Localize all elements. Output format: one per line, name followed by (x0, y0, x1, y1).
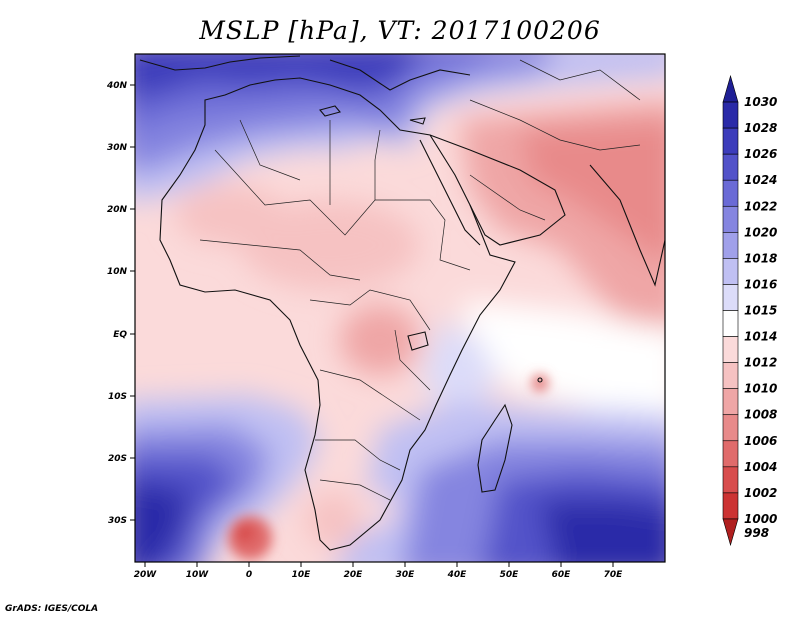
colorbar-swatch (722, 310, 739, 337)
colorbar-swatch (722, 205, 739, 233)
lat-axis: 40N 30N 20N 10N EQ 10S 20S 30S (106, 81, 135, 526)
lat-tick-label: 20N (107, 205, 128, 215)
colorbar-swatch (722, 414, 739, 442)
lat-tick-label: EQ (113, 330, 127, 340)
colorbar-swatch (722, 258, 739, 285)
map-border (134, 53, 666, 563)
lon-tick-label: 40E (447, 570, 468, 580)
lon-axis: 20W 10W 0 10E 20E 30E 40E 50E 60E 70E (134, 562, 623, 580)
lon-tick-label: 60E (552, 570, 572, 580)
colorbar-swatch (722, 74, 739, 103)
lat-tick-label: 10S (108, 392, 127, 402)
colorbar-swatch (722, 466, 739, 494)
colorbar-swatch (722, 232, 739, 259)
pressure-field (135, 54, 665, 562)
lat-tick-label: 40N (106, 81, 128, 91)
lon-tick-label: 10E (292, 570, 312, 580)
colorbar-label: 1008 (744, 408, 777, 422)
colorbar-swatch (722, 153, 739, 181)
colorbar-label: 1016 (744, 277, 777, 291)
colorbar-swatch (722, 362, 739, 389)
colorbar: 1030 1028 1026 1024 1022 1020 1018 1016 1015 1014… (722, 74, 777, 547)
colorbar-label: 1018 (744, 251, 777, 265)
colorbar-label: 1015 (744, 304, 777, 318)
colorbar-label: 1020 (744, 225, 777, 239)
lon-tick-label: 20E (344, 570, 364, 580)
colorbar-swatch (722, 101, 739, 129)
lon-tick-label: 70E (604, 570, 624, 580)
colorbar-label: 1014 (744, 330, 777, 344)
colorbar-swatch (722, 440, 739, 468)
colorbar-label: 998 (744, 526, 769, 540)
lat-tick-label: 20S (108, 454, 127, 464)
map-title: MSLP [hPa], VT: 2017100206 (199, 16, 601, 45)
colorbar-label: 1026 (744, 147, 777, 161)
footer-credit: GrADS: IGES/COLA (5, 604, 99, 614)
lat-tick-label: 30S (108, 516, 127, 526)
lat-tick-label: 10N (107, 267, 128, 277)
lon-tick-label: 20W (134, 570, 158, 580)
colorbar-label: 1022 (744, 199, 777, 213)
colorbar-label: 1028 (744, 121, 777, 135)
colorbar-swatch (722, 127, 739, 155)
colorbar-label: 1004 (744, 460, 777, 474)
colorbar-label: 1030 (744, 95, 777, 109)
colorbar-swatch (722, 336, 739, 363)
lat-tick-label: 30N (107, 143, 128, 153)
lon-tick-label: 10W (186, 570, 210, 580)
colorbar-label: 1010 (744, 382, 777, 396)
colorbar-swatch (722, 518, 739, 547)
colorbar-swatch (722, 492, 739, 520)
colorbar-label: 1002 (744, 486, 777, 500)
coastlines (139, 55, 665, 551)
colorbar-swatch (722, 284, 739, 311)
lon-tick-label: 0 (246, 570, 252, 580)
colorbar-swatch (722, 179, 739, 207)
lon-tick-label: 50E (500, 570, 520, 580)
country-borders (199, 59, 641, 501)
colorbar-label: 1024 (744, 173, 777, 187)
colorbar-label: 1012 (744, 356, 777, 370)
colorbar-swatch (722, 388, 739, 416)
colorbar-label: 1006 (744, 434, 777, 448)
lon-tick-label: 30E (396, 570, 416, 580)
colorbar-label: 1000 (744, 512, 777, 526)
